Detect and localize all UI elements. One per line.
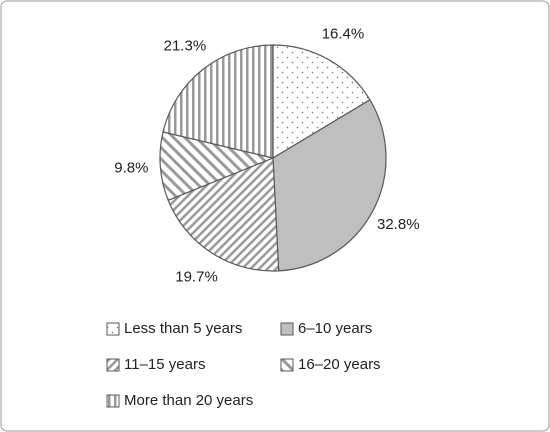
data-label: 19.7% xyxy=(175,269,218,286)
legend-label: 11–15 years xyxy=(124,356,205,373)
data-label: 21.3% xyxy=(164,38,207,55)
legend-swatch xyxy=(106,394,120,408)
legend-swatch xyxy=(280,322,294,336)
legend-label: 6–10 years xyxy=(298,320,372,337)
legend-swatch xyxy=(280,358,294,372)
data-label: 9.8% xyxy=(114,160,148,177)
legend-label: Less than 5 years xyxy=(124,320,242,337)
pie-slice xyxy=(167,157,280,272)
legend-label: 16–20 years xyxy=(298,356,381,373)
data-label: 32.8% xyxy=(377,216,420,233)
pie-slice xyxy=(162,44,274,159)
legend-swatch xyxy=(106,358,120,372)
pie-slice xyxy=(272,99,387,272)
data-label: 16.4% xyxy=(322,25,365,42)
legend-swatch xyxy=(106,322,120,336)
pie-slice xyxy=(272,44,371,160)
legend-label: More than 20 years xyxy=(124,392,253,409)
